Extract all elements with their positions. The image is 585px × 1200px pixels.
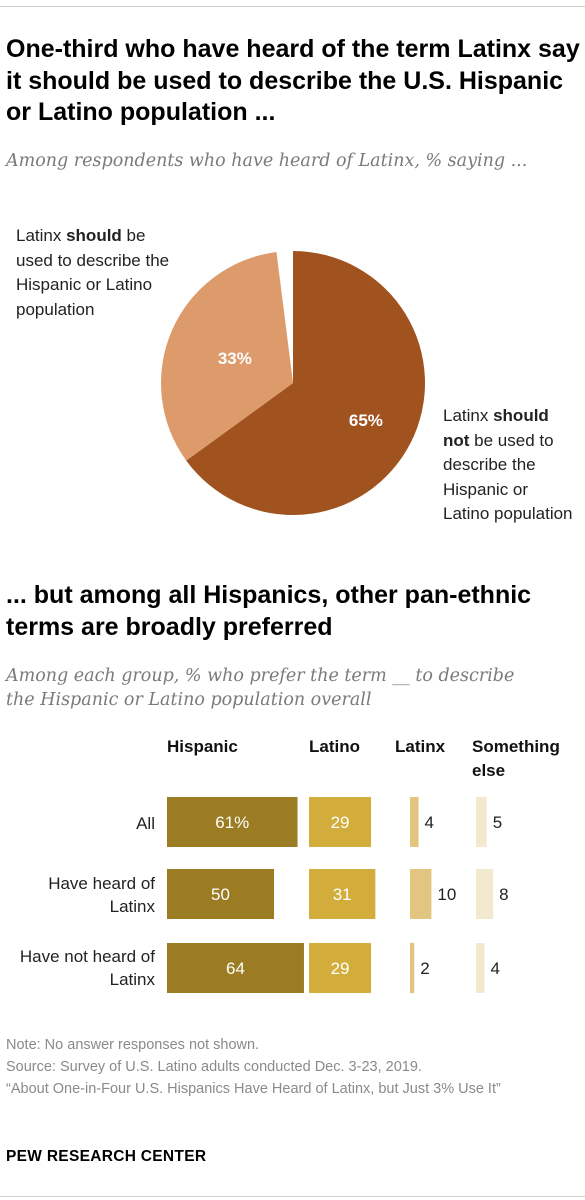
footer-note: Note: No answer responses not shown.: [6, 1037, 260, 1053]
bar-latinx-row2-label: 10: [437, 885, 456, 904]
pie-label-should-not-pre: Latinx: [443, 406, 494, 425]
bar-hispanic-row1: [167, 797, 298, 847]
pie-slice-should-not-value-label: 65%: [349, 411, 383, 430]
top-rule: [0, 6, 585, 7]
row-label-heard: Have heard of Latinx: [48, 874, 155, 916]
chart-subtitle: Among respondents who have heard of Lati…: [6, 151, 528, 171]
col-head-hispanic: Hispanic: [167, 737, 238, 756]
bar-something-else-row1: [476, 797, 487, 847]
col-head-something-else: Something else: [472, 737, 560, 780]
footer-report: “About One-in-Four U.S. Hispanics Have H…: [6, 1081, 501, 1097]
brand-logo-text: PEW RESEARCH CENTER: [6, 1148, 207, 1165]
bar-latinx-row1-label: 4: [425, 813, 434, 832]
bar-latino-row2-label: 31: [333, 885, 352, 904]
bar-something-else-row3-label: 4: [491, 959, 500, 978]
bar-something-else-row2-label: 8: [499, 885, 508, 904]
pie-label-should-not-post: be used to describe the Hispanic or Lati…: [443, 430, 573, 524]
footer-source: Source: Survey of U.S. Latino adults con…: [6, 1059, 422, 1075]
bar-latino-row3: [309, 943, 372, 993]
bar-hispanic-row3: [167, 943, 304, 993]
pie-slice-should-not: [186, 251, 425, 515]
pie-label-should-not: Latinx should not be used to describe th…: [443, 404, 578, 527]
pie-label-should: Latinx should be used to describe the Hi…: [16, 224, 186, 322]
bar-latino-row1-label: 29: [331, 813, 350, 832]
bar-hispanic-row2-label: 50: [211, 885, 230, 904]
pie-label-should-not-bold2: not: [443, 430, 470, 450]
section2-title: ... but among all Hispanics, other pan-e…: [6, 581, 532, 641]
pie-label-should-pre: Latinx: [16, 226, 67, 245]
bar-latinx-row2: [410, 869, 432, 919]
pie-label-should-not-bold1: should: [493, 406, 549, 425]
bar-latinx-row3-label: 2: [420, 959, 429, 978]
bar-latino-row2: [309, 869, 376, 919]
row-label-not-heard: Have not heard of Latinx: [19, 947, 155, 989]
col-head-latino: Latino: [309, 737, 360, 756]
bar-latino-row1: [309, 797, 372, 847]
section2-subtitle: Among each group, % who prefer the term …: [6, 666, 515, 710]
bar-hispanic-row1-label: 61%: [215, 813, 249, 832]
pie-chart: 65% 33%: [161, 251, 425, 515]
bar-hispanic-row2: [167, 869, 274, 919]
bar-something-else-row2: [476, 869, 494, 919]
bar-something-else-row1-label: 5: [493, 813, 502, 832]
pie-slice-should-value-label: 33%: [218, 349, 252, 368]
bar-latino-row3-label: 29: [331, 959, 350, 978]
bar-something-else-row3: [476, 943, 485, 993]
bar-hispanic-row3-label: 64: [226, 959, 245, 978]
bar-latinx-row1: [410, 797, 419, 847]
pie-label-should-bold: should: [66, 226, 122, 245]
pie-slice-should: [161, 252, 293, 461]
pie-label-should-post: be used to describe the Hispanic or Lati…: [16, 226, 170, 319]
chart-title: One-third who have heard of the term Lat…: [6, 35, 580, 126]
bar-latinx-row3: [410, 943, 415, 993]
col-head-latinx: Latinx: [395, 737, 446, 756]
row-label-all: All: [136, 814, 155, 833]
bottom-rule: [0, 1196, 585, 1197]
bar-chart: 61% 50 64 29 31 29 4 10 2 5 8 4: [167, 797, 509, 993]
